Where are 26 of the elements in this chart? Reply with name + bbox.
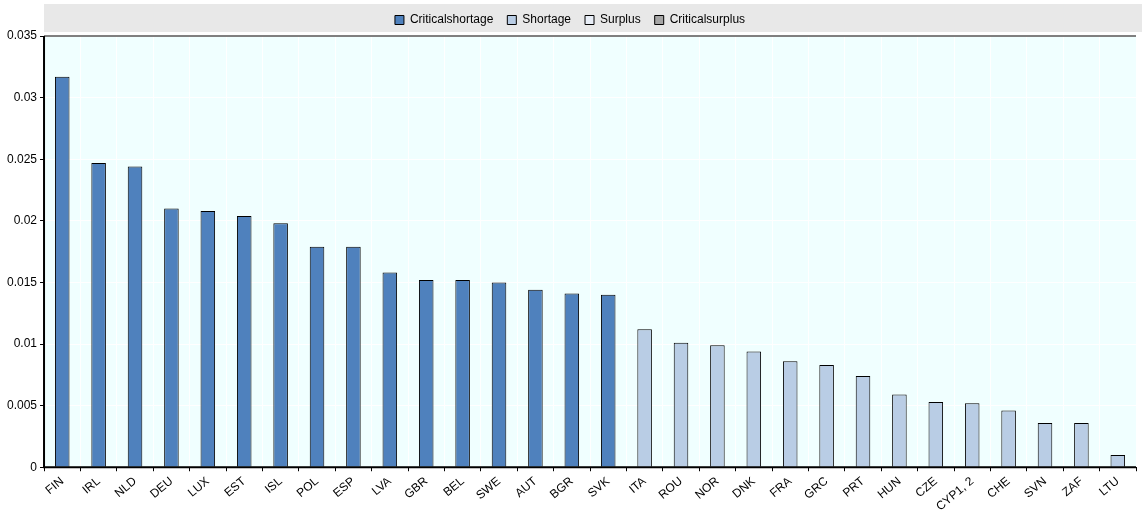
x-tick-label: FIN — [42, 473, 67, 498]
y-tick-label: 0.01 — [13, 336, 38, 351]
x-tick-label: LVA — [368, 473, 394, 499]
y-tick-label: 0.025 — [7, 151, 38, 166]
x-tick-label: LUX — [185, 473, 212, 500]
x-tick-label: NLD — [111, 473, 140, 501]
x-tick-label: FRA — [766, 473, 795, 501]
x-tick-label: IRL — [79, 473, 103, 497]
legend-label: Criticalshortage — [409, 12, 494, 27]
legend-label: Criticalsurplus — [669, 12, 746, 27]
x-tick-label: BEL — [440, 473, 467, 500]
legend-label: Surplus — [600, 12, 641, 27]
y-tick-label: 0.02 — [13, 213, 38, 228]
y-tick-label: 0.03 — [13, 89, 38, 104]
y-tick-label: 0.015 — [7, 274, 38, 289]
x-tick-label: POL — [293, 473, 322, 501]
x-tick-label: ISL — [261, 473, 285, 497]
x-tick-label: ITA — [626, 473, 649, 497]
legend-label: Shortage — [522, 12, 572, 27]
y-tick-label: 0.005 — [7, 397, 38, 412]
x-tick-label: ESP — [330, 473, 358, 501]
y-tick-label: 0 — [30, 459, 38, 474]
x-tick-label: SVN — [1021, 473, 1050, 501]
x-tick-label: CZE — [912, 473, 940, 501]
y-tick-label: 0.035 — [7, 28, 38, 43]
x-tick-label: LTU — [1096, 473, 1122, 499]
